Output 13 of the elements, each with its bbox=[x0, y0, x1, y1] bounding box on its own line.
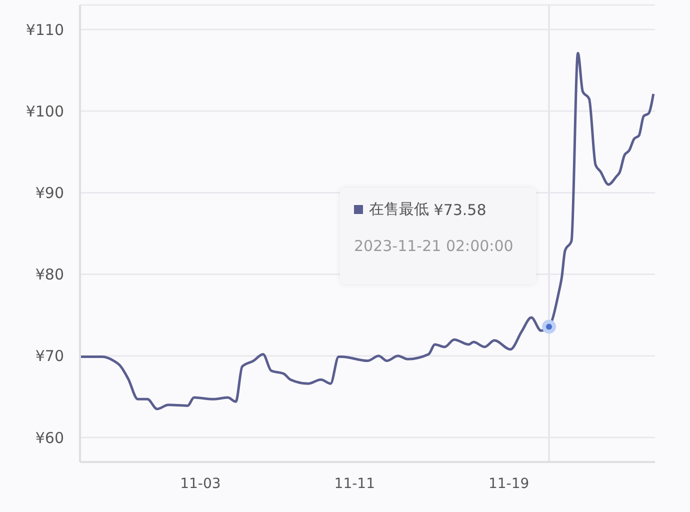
y-tick-label: ¥70 bbox=[35, 347, 64, 366]
x-tick-label: 11-11 bbox=[334, 476, 375, 492]
x-tick-label: 11-19 bbox=[488, 476, 530, 492]
line-series bbox=[80, 52, 655, 410]
y-tick-label: ¥60 bbox=[35, 428, 64, 447]
x-tick-label: 11-03 bbox=[180, 476, 221, 492]
y-tick-label: ¥80 bbox=[35, 266, 64, 284]
annotation: 2023-11-21 02:00:00 bbox=[354, 237, 514, 255]
y-tick-label: ¥90 bbox=[35, 184, 64, 202]
legend-label: 在售最低 bbox=[369, 200, 429, 219]
y-tick-label: ¥110 bbox=[26, 20, 64, 39]
y-tick-label: ¥100 bbox=[26, 102, 64, 120]
annotation: ¥73.58 bbox=[434, 200, 486, 218]
